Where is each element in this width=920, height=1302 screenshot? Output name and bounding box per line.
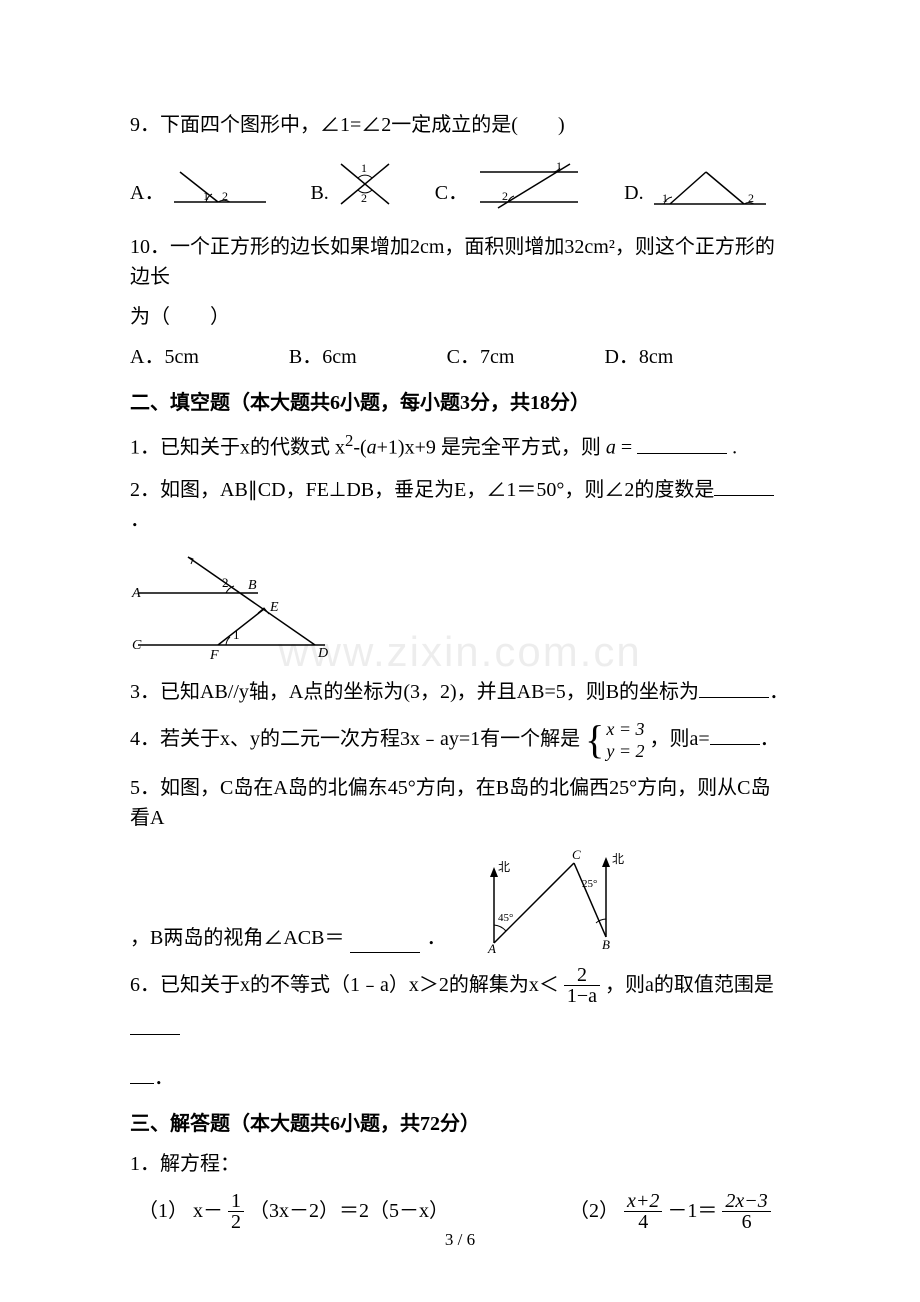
fill1-period: .: [727, 437, 737, 459]
fill4-post: ，则a=: [650, 728, 710, 750]
fill3-blank: [699, 675, 769, 698]
fill4: 4．若关于x、y的二元一次方程3x﹣ay=1有一个解是 { x = 3 y = …: [130, 717, 790, 763]
q10-stem-a: 10．一个正方形的边长如果增加2cm，面积则增加32cm²，则这个正方形的边长: [130, 232, 790, 292]
q9-opt-a-label: A．: [130, 178, 164, 210]
svg-text:F: F: [209, 648, 219, 663]
fill6-frac-den: 1−a: [564, 986, 600, 1006]
svg-text:1: 1: [203, 189, 209, 203]
fill1: 1．已知关于x的代数式 x2-(a+1)x+9 是完全平方式，则 a = .: [130, 428, 790, 463]
svg-text:25°: 25°: [582, 878, 597, 890]
fill3-period: ．: [769, 681, 789, 703]
s1-e2-mid: －1＝: [667, 1200, 717, 1222]
fill6: 6．已知关于x的不等式（1﹣a）x＞2的解集为x＜ 2 1−a ，则a的取值范围…: [130, 963, 790, 1051]
fill2-figure: A B C D E F 1 2: [130, 545, 340, 665]
q9-stem: 9．下面四个图形中，∠1=∠2一定成立的是( ): [130, 110, 790, 140]
svg-text:2: 2: [502, 189, 508, 203]
s1-e1-post: （3x－2）＝2（5－x）: [249, 1200, 449, 1222]
svg-text:B: B: [248, 578, 257, 593]
q10-options: A．5cm B．6cm C．7cm D．8cm: [130, 342, 790, 372]
fill6-blank2: [130, 1061, 154, 1084]
svg-text:E: E: [269, 600, 279, 615]
q9-figure-a: 1 2: [170, 166, 270, 210]
q9-figure-d: 1 2: [650, 166, 770, 210]
svg-text:A: A: [487, 941, 496, 953]
fill2: 2．如图，AB∥CD，FE⊥DB，垂足为E，∠1＝50°，则∠2的度数是 ．: [130, 473, 790, 535]
s1-e2-f2-num: 2x−3: [722, 1191, 770, 1212]
s1-e2-f1-num: x+2: [624, 1191, 662, 1212]
q9-opt-d-label: D.: [624, 178, 643, 210]
svg-text:1: 1: [361, 161, 367, 175]
fill1-avar: a: [606, 437, 616, 459]
q9-opt-c: C． 1 2: [435, 160, 584, 210]
fill5-period: ．: [426, 923, 446, 953]
page-number: 3 / 6: [0, 1227, 920, 1253]
q9-figure-b: 1 2: [335, 158, 395, 210]
fill1-post: +1)x+9 是完全平方式，则: [377, 437, 606, 459]
s1-e1-pre: （1） x－: [138, 1200, 223, 1222]
svg-text:45°: 45°: [498, 912, 513, 924]
fill4-system: { x = 3 y = 2: [585, 718, 644, 763]
q10-opt-b: B．6cm: [289, 342, 357, 372]
svg-text:1: 1: [662, 191, 668, 205]
q9-opt-c-label: C．: [435, 178, 468, 210]
q9-opt-b: B. 1 2: [310, 158, 394, 210]
q9-opt-a: A． 1 2: [130, 166, 270, 210]
svg-text:B: B: [602, 937, 610, 952]
fill6-post: ，则a的取值范围是: [605, 974, 774, 996]
fill5-figure: A B C 北 北 45° 25°: [456, 843, 646, 953]
q9-opt-d: D. 1 2: [624, 166, 769, 210]
s1-e2-pre: （2）: [569, 1200, 624, 1222]
fill5-line1: 5．如图，C岛在A岛的北偏东45°方向，在B岛的北偏西25°方向，则从C岛看A: [130, 773, 790, 833]
svg-text:D: D: [317, 646, 328, 661]
q9-figure-c: 1 2: [474, 160, 584, 210]
fill1-mid: -(: [353, 437, 366, 459]
svg-text:A: A: [131, 586, 141, 601]
fill1-eq: =: [616, 437, 637, 459]
svg-text:2: 2: [222, 189, 228, 203]
section3-title: 三、解答题（本大题共6小题，共72分）: [130, 1109, 790, 1139]
svg-text:1: 1: [233, 627, 240, 642]
fill3: 3．已知AB//y轴，A点的坐标为(3，2)，并且AB=5，则B的坐标为 ．: [130, 675, 790, 707]
svg-text:北: 北: [498, 860, 510, 874]
fill6-period: ．: [154, 1067, 174, 1089]
brace-icon: {: [585, 720, 606, 760]
q9-opt-b-label: B.: [310, 178, 328, 210]
fill6-pre: 6．已知关于x的不等式（1﹣a）x＞2的解集为x＜: [130, 974, 559, 996]
solve1-title: 1．解方程：: [130, 1149, 790, 1179]
q9-options: A． 1 2 B. 1 2 C．: [130, 158, 790, 210]
q10-opt-c: C．7cm: [447, 342, 515, 372]
fill6-frac: 2 1−a: [564, 965, 600, 1006]
q10-stem-b: 为（ ）: [130, 302, 790, 332]
exam-page: www.zixin.com.cn 9．下面四个图形中，∠1=∠2一定成立的是( …: [0, 0, 920, 1302]
svg-text:北: 北: [612, 852, 624, 866]
fill5-line2-pre: ，B两岛的视角∠ACB＝: [130, 923, 344, 953]
fill6-frac-num: 2: [564, 965, 600, 986]
fill5-line2: ，B两岛的视角∠ACB＝ ． A B C 北 北 45° 25°: [130, 843, 790, 953]
fill4-period: ．: [760, 728, 780, 750]
fill3-text: 3．已知AB//y轴，A点的坐标为(3，2)，并且AB=5，则B的坐标为: [130, 681, 699, 703]
fill4-pre: 4．若关于x、y的二元一次方程3x﹣ay=1有一个解是: [130, 728, 580, 750]
fill2-figure-wrap: A B C D E F 1 2: [130, 545, 790, 665]
fill6-tail: ．: [130, 1061, 790, 1093]
fill4-blank: [710, 722, 760, 745]
fill2-text: 2．如图，AB∥CD，FE⊥DB，垂足为E，∠1＝50°，则∠2的度数是: [130, 479, 714, 501]
fill4-sys-y: y = 2: [606, 740, 644, 763]
fill5-blank: [350, 930, 420, 953]
section2-title: 二、填空题（本大题共6小题，每小题3分，共18分）: [130, 388, 790, 418]
fill2-period: ．: [130, 509, 150, 531]
q10-opt-d: D．8cm: [604, 342, 673, 372]
svg-text:C: C: [132, 638, 142, 653]
s1-e1-num: 1: [228, 1191, 244, 1212]
fill1-blank: [637, 431, 727, 454]
svg-text:C: C: [572, 847, 581, 862]
fill1-pre: 1．已知关于x的代数式 x: [130, 437, 345, 459]
fill2-blank: [714, 473, 774, 496]
svg-text:2: 2: [748, 191, 754, 205]
fill6-blank: [130, 1012, 180, 1035]
fill4-sys-x: x = 3: [606, 718, 644, 741]
fill1-a1: a: [367, 437, 377, 459]
svg-text:2: 2: [222, 575, 229, 590]
q10-opt-a: A．5cm: [130, 342, 199, 372]
